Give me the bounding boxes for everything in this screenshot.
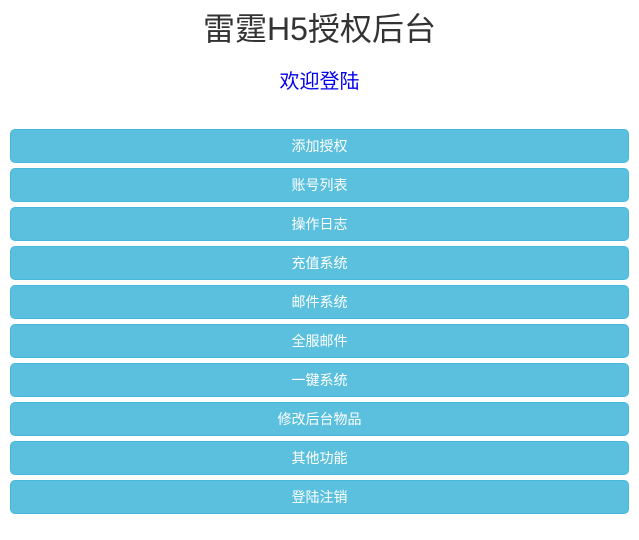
menu-button-all-server-mail[interactable]: 全服邮件 xyxy=(10,324,629,358)
menu-button-modify-backend-items[interactable]: 修改后台物品 xyxy=(10,402,629,436)
menu-button-one-click-system[interactable]: 一键系统 xyxy=(10,363,629,397)
welcome-row: 欢迎登陆 xyxy=(0,72,639,93)
menu-button-mail-system[interactable]: 邮件系统 xyxy=(10,285,629,319)
menu-button-login-logout[interactable]: 登陆注销 xyxy=(10,480,629,514)
welcome-login-link[interactable]: 欢迎登陆 xyxy=(279,71,360,93)
menu-button-other-functions[interactable]: 其他功能 xyxy=(10,441,629,475)
page-title: 雷霆H5授权后台 xyxy=(203,11,436,47)
menu-button-recharge-system[interactable]: 充值系统 xyxy=(10,246,629,280)
menu-button-account-list[interactable]: 账号列表 xyxy=(10,168,629,202)
admin-panel-page: 雷霆H5授权后台 欢迎登陆 添加授权 账号列表 操作日志 充值系统 邮件系统 全… xyxy=(0,10,639,540)
menu-button-add-authorization[interactable]: 添加授权 xyxy=(10,129,629,163)
menu-button-operation-log[interactable]: 操作日志 xyxy=(10,207,629,241)
main-menu: 添加授权 账号列表 操作日志 充值系统 邮件系统 全服邮件 一键系统 修改后台物… xyxy=(0,129,639,514)
